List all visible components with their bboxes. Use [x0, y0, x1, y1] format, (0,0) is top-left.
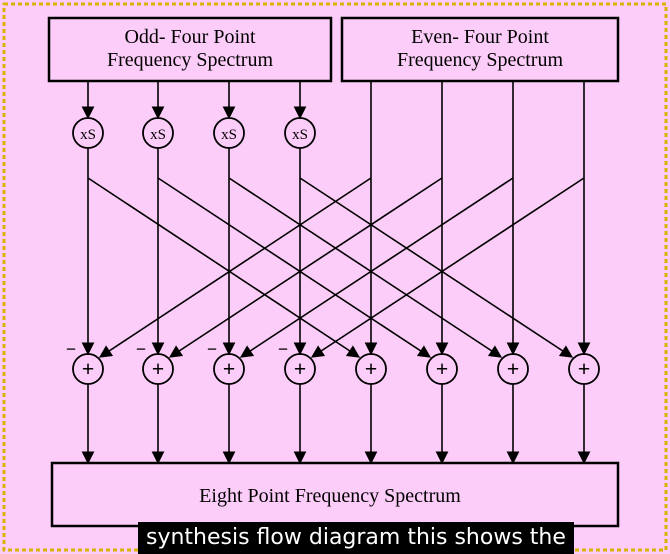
odd-spectrum-label-line1: Odd- Four Point — [124, 26, 256, 48]
odd-spectrum-label-line2: Frequency Spectrum — [107, 49, 274, 71]
adder-label-7: + — [578, 356, 591, 381]
node-group: xS xS xS xS+ + + + + + + +− − − − — [66, 117, 600, 385]
adder-node-5 — [426, 353, 458, 385]
even-cross-arrow-1 — [168, 177, 443, 358]
multiplier-node-2 — [213, 117, 245, 149]
multiplier-label-3: xS — [292, 127, 308, 143]
adder-label-1: + — [152, 356, 165, 381]
multiplier-node-0 — [72, 117, 104, 149]
adder-node-4 — [355, 353, 387, 385]
multiplier-cross-arrow-1 — [157, 177, 432, 358]
adder-label-3: + — [294, 356, 307, 381]
even-spectrum-box — [340, 16, 620, 83]
minus-sign-3: − — [278, 339, 288, 359]
eight-point-spectrum-label: Eight Point Frequency Spectrum — [199, 485, 461, 507]
multiplier-node-1 — [142, 117, 174, 149]
adder-node-2 — [213, 353, 245, 385]
adder-node-7 — [568, 353, 600, 385]
adder-label-2: + — [223, 356, 236, 381]
adder-label-0: + — [82, 356, 95, 381]
minus-sign-2: − — [207, 339, 217, 359]
minus-sign-0: − — [66, 339, 76, 359]
multiplier-cross-arrow-2 — [228, 177, 503, 358]
minus-sign-1: − — [136, 339, 146, 359]
video-caption: synthesis flow diagram this shows the — [138, 522, 574, 554]
even-cross-arrow-0 — [98, 177, 372, 358]
multiplier-cross-arrow-0 — [87, 177, 361, 358]
multiplier-node-3 — [284, 117, 316, 149]
adder-node-3 — [284, 353, 316, 385]
even-cross-arrow-3 — [310, 177, 585, 358]
wire-group — [81, 81, 591, 465]
adder-label-5: + — [436, 356, 449, 381]
even-cross-arrow-2 — [239, 177, 514, 358]
even-spectrum-label-line2: Frequency Spectrum — [397, 49, 564, 71]
odd-spectrum-box — [47, 16, 333, 83]
adder-node-0 — [72, 353, 104, 385]
multiplier-cross-arrow-3 — [299, 177, 574, 358]
adder-label-6: + — [507, 356, 520, 381]
adder-label-4: + — [365, 356, 378, 381]
multiplier-label-0: xS — [80, 127, 96, 143]
multiplier-label-1: xS — [150, 127, 166, 143]
adder-node-6 — [497, 353, 529, 385]
multiplier-label-2: xS — [221, 127, 237, 143]
even-spectrum-label-line1: Even- Four Point — [411, 26, 549, 48]
adder-node-1 — [142, 353, 174, 385]
